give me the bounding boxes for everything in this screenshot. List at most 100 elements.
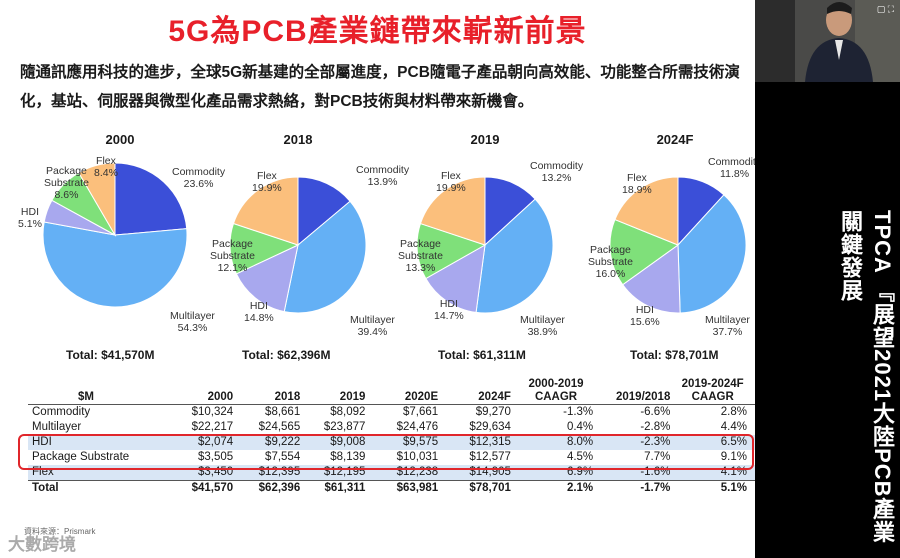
table-cell: $24,476 xyxy=(396,421,439,433)
slide-title: 5G為PCB產業鏈帶來嶄新前景 xyxy=(168,15,587,48)
slide: 5G為PCB產業鏈帶來嶄新前景 隨通訊應用科技的進步，全球5G新基建的全部屬進度… xyxy=(8,15,755,554)
table-row: HDI $2,074 $9,222 $9,008 $9,575 $12,315 8.0% -2… xyxy=(28,435,755,450)
table-header: 2020E xyxy=(404,391,439,403)
table-header: 2024F xyxy=(478,391,511,403)
table-row: Commodity $10,324 $8,661 $8,092 $7,661 $9,270… xyxy=(28,404,755,420)
pie-slice-commodity xyxy=(484,176,536,247)
table-cell: -2.3% xyxy=(601,435,679,450)
pie-year-label: 2024F xyxy=(656,132,694,147)
pie-total-label: Total: $78,701M xyxy=(630,348,719,362)
table-row: Package Substrate $3,505 $7,554 $8,139 $10,0… xyxy=(28,450,755,465)
pie-slice-hdi xyxy=(425,244,486,313)
pie-charts-svg xyxy=(42,162,747,314)
pie-total-label: Total: $62,396M xyxy=(242,348,331,362)
watermark-logo: 大數跨境 xyxy=(8,535,76,554)
table-cell: 0.4% xyxy=(566,421,594,433)
table-header: 2019 xyxy=(339,391,366,403)
highlight-box xyxy=(18,434,754,470)
table-cell: $7,554 xyxy=(265,451,301,463)
table-header: 2019-2024F CAAGR xyxy=(681,378,744,403)
table-cell: $8,661 xyxy=(241,404,309,420)
table-header: 2000-2019 CAAGR xyxy=(528,378,584,403)
table-row: Multilayer $22,217 $24,565 $23,877 $24,476 $2… xyxy=(28,420,755,435)
table-header-row: $M 2000 2018 2019 2020E 2024F 2000-2019 … xyxy=(28,378,755,405)
pie-slice-multilayer xyxy=(475,198,554,314)
window-controls-icon[interactable]: ▢ ⛶ xyxy=(876,4,894,14)
table-row: Total $41,570 $62,396 $61,311 $63,981 $78,701… xyxy=(28,480,755,496)
table-cell: -1.3% xyxy=(518,404,602,420)
table-cell: 4.4% xyxy=(720,421,747,433)
table-cell: $10,324 xyxy=(181,404,242,420)
table-cell: 6.5% xyxy=(678,435,755,450)
pie-label-flex: Flex 19.9% xyxy=(252,170,282,194)
pie-slice-flex xyxy=(232,176,299,246)
side-panel xyxy=(755,82,900,558)
table-cell: $9,222 xyxy=(241,435,309,450)
pie-label-package-substrate: Package Substrate 12.1% xyxy=(210,238,255,274)
table-header: 2018 xyxy=(274,391,301,403)
pie-label-package-substrate: Package Substrate 13.3% xyxy=(398,238,443,274)
table-cell: -1.7% xyxy=(601,480,679,496)
pie-year-label: 2019 xyxy=(470,132,500,147)
pie-year-label: 2000 xyxy=(105,132,135,147)
table-cell: $12,577 xyxy=(469,451,511,463)
table-cell: $23,877 xyxy=(323,421,366,433)
table-cell: $9,008 xyxy=(308,435,374,450)
table-cell: $62,396 xyxy=(241,480,309,496)
table-cell: $12,315 xyxy=(446,435,519,450)
pie-slice-flex xyxy=(78,162,116,237)
pie-label-commodity: Commodity 13.2% xyxy=(530,160,584,184)
table-cell: $22,217 xyxy=(191,421,234,433)
row-label: Package Substrate xyxy=(32,451,130,463)
table-cell: $8,092 xyxy=(308,404,374,420)
source-note: 資料來源：Prismark xyxy=(24,527,96,536)
pie-slice-hdi xyxy=(622,244,681,314)
pie-label-hdi: HDI 14.8% xyxy=(244,300,274,324)
pie-label-hdi: HDI 15.6% xyxy=(630,304,660,328)
table-cell: $9,270 xyxy=(446,404,519,420)
table-cell: 5.1% xyxy=(678,480,755,496)
pie-total-label: Total: $61,311M xyxy=(438,348,526,362)
pie-slice-flex xyxy=(614,176,679,246)
table-header: 2019/2018 xyxy=(615,391,671,403)
table-cell: $9,575 xyxy=(373,435,447,450)
pie-label-flex: Flex 19.9% xyxy=(436,170,466,194)
pie-label-package-substrate: Package Substrate 16.0% xyxy=(588,244,633,280)
pie-label-hdi: HDI 5.1% xyxy=(18,206,42,230)
table-cell: $8,139 xyxy=(330,451,366,463)
slide-subtitle: 隨通訊應用科技的進步，全球5G新基建的全部屬進度，PCB隨電子產品朝向高效能、功… xyxy=(20,64,740,110)
webcam-video: ▢ ⛶ xyxy=(755,0,900,82)
table-cell: $24,565 xyxy=(258,421,301,433)
row-label: Commodity xyxy=(28,404,182,420)
table-cell: $10,031 xyxy=(396,451,439,463)
pie-label-multilayer: Multilayer 37.7% xyxy=(705,314,750,338)
pie-label-multilayer: Multilayer 54.3% xyxy=(170,310,215,334)
pie-label-commodity: Commodity 13.9% xyxy=(356,164,410,188)
table-cell: $63,981 xyxy=(373,480,447,496)
table-cell: $7,661 xyxy=(373,404,447,420)
pie-label-multilayer: Multilayer 39.4% xyxy=(350,314,395,338)
pie-slice-package-substrate xyxy=(416,222,487,280)
pie-label-hdi: HDI 14.7% xyxy=(434,298,464,322)
pie-slice-hdi xyxy=(235,244,299,313)
table-cell: 8.0% xyxy=(518,435,602,450)
pie-slice-multilayer xyxy=(283,200,367,314)
pie-year-label: 2018 xyxy=(283,132,313,147)
table-cell: 9.1% xyxy=(720,451,747,463)
pie-label-flex: Flex 8.4% xyxy=(94,155,118,179)
table-cell: 7.7% xyxy=(644,451,671,463)
pie-total-label: Total: $41,570M xyxy=(66,348,155,362)
table-cell: $61,311 xyxy=(308,480,374,496)
table-cell: 4.5% xyxy=(566,451,594,463)
pie-label-package-substrate: Package Substrate 8.6% xyxy=(44,165,89,201)
table-cell: $29,634 xyxy=(469,421,511,433)
pie-slice-commodity xyxy=(114,162,188,236)
pie-label-commodity: Commodity 23.6% xyxy=(172,166,226,190)
side-banner-text: TPCA 『展望2021大陸PCB產業關鍵發展 xyxy=(838,210,895,544)
row-label: HDI xyxy=(28,435,182,450)
table-cell: $41,570 xyxy=(181,480,242,496)
table-cell: -6.6% xyxy=(601,404,679,420)
table-cell: -2.8% xyxy=(640,421,671,433)
table-cell: $78,701 xyxy=(446,480,519,496)
pie-slice-flex xyxy=(419,176,486,246)
